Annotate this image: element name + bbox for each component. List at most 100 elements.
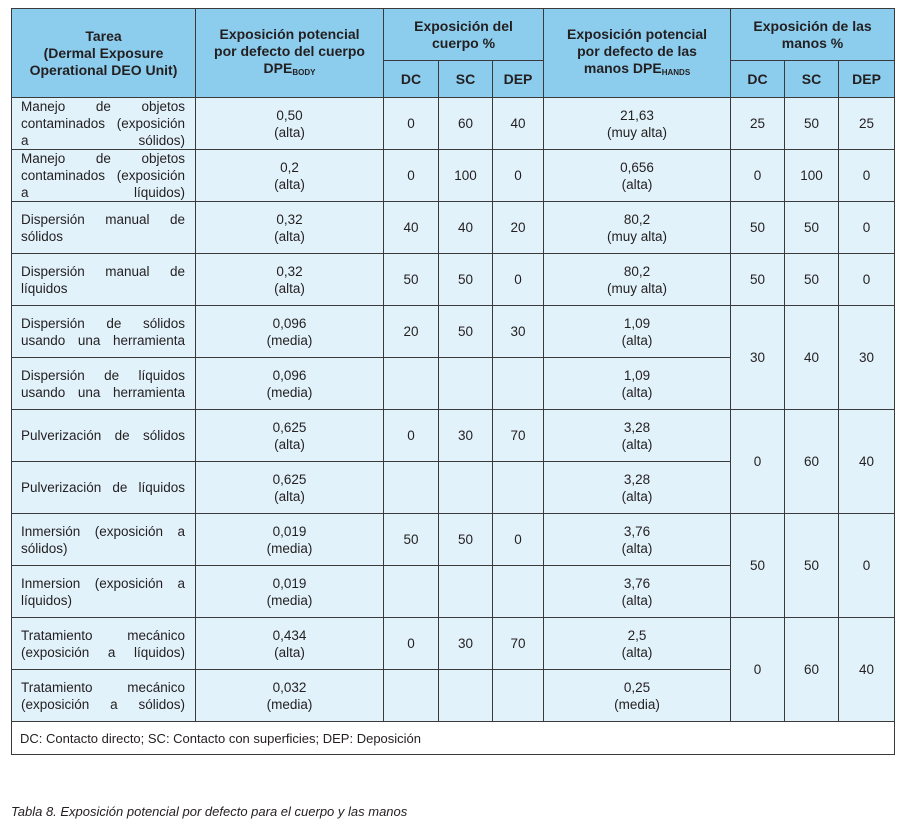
dpe-body-cell-level: (alta) [274, 488, 305, 504]
hands-dc-cell: 0 [730, 617, 786, 722]
dpe-body-cell-value: 0,096 [272, 315, 307, 331]
dpe-body-cell: 0,50 (alta) [195, 97, 384, 150]
dpe-hands-cell-value: 21,63 [620, 107, 654, 123]
table-row: Dispersión de sólidos usando una herrami… [11, 305, 896, 410]
header-body-dep: DEP [491, 60, 545, 98]
dpe-hands-cell-value: 80,2 [623, 263, 651, 279]
hands-dep-cell: 25 [838, 97, 896, 150]
task-cell: Tratamiento mecánico (exposición a sólid… [11, 669, 196, 722]
task-cell: Pulverización de líquidos [11, 461, 196, 514]
body-sc-cell: 50 [438, 513, 493, 566]
dpe-hands-cell: 1,09 (alta) [543, 305, 732, 358]
header-body-dc: DC [383, 60, 439, 98]
dpe-body-cell-value: 0,096 [272, 367, 307, 383]
task-cell: Manejo de objetos contaminados (exposici… [11, 97, 196, 150]
header-dpe-body: Exposición potencial por defecto del cuer… [195, 8, 384, 98]
body-dep-cell [491, 357, 545, 410]
table-row: Manejo de objetos contaminados (exposici… [11, 97, 896, 150]
dpe-hands-cell-level: (alta) [621, 384, 653, 400]
hands-dc-cell: 30 [730, 305, 786, 410]
dpe-hands-cell: 3,28 (alta) [543, 461, 732, 514]
task-cell: Dispersión manual de sólidos [11, 201, 196, 254]
dpe-body-cell: 0,2 (alta) [195, 149, 384, 202]
body-sc-cell: 30 [438, 617, 493, 670]
dpe-hands-cell-value: 2,5 [627, 627, 647, 643]
hands-dep-cell: 40 [838, 409, 896, 514]
table-row: Dispersión de líquidos usando una herram… [11, 357, 895, 410]
body-dc-cell: 50 [383, 513, 439, 566]
body-dc-cell [383, 565, 439, 618]
dpe-body-cell-value: 0,32 [276, 263, 303, 279]
dpe-hands-cell: 80,2 (muy alta) [543, 201, 732, 254]
dpe-hands-cell-value: 3,76 [623, 523, 651, 539]
body-sc-cell [438, 461, 493, 514]
body-sc-cell: 50 [438, 305, 493, 358]
dpe-body-cell: 0,625 (alta) [195, 461, 384, 514]
dpe-body-cell-level: (media) [266, 540, 313, 556]
dpe-hands-cell: 0,25 (media) [543, 669, 732, 722]
body-dc-cell: 50 [383, 253, 439, 306]
header-body-sc: SC [438, 60, 493, 98]
hands-dep-cell: 30 [838, 305, 896, 410]
hands-dep-cell: 0 [838, 513, 896, 618]
table-row: Pulverización de sólidos 0,625 (alta) 0 30 70… [11, 409, 896, 514]
dpe-body-cell-level: (alta) [274, 644, 305, 660]
body-dc-cell: 0 [383, 97, 439, 150]
body-dc-cell: 0 [383, 409, 439, 462]
dpe-body-cell-level: (alta) [274, 436, 305, 452]
table-row: Inmersión (exposición a sólidos) 0,019 (me… [11, 513, 896, 618]
table-row: Tratamiento mecánico (exposición a sólid… [11, 669, 895, 722]
dpe-body-cell-level: (media) [266, 592, 313, 608]
dpe-hands-cell-level: (alta) [621, 176, 653, 192]
body-sc-cell: 100 [438, 149, 493, 202]
dpe-body-cell-value: 0,625 [272, 471, 307, 487]
dpe-body-cell-level: (media) [266, 332, 313, 348]
dpe-hands-cell-value: 1,09 [623, 315, 651, 331]
dpe-body-cell-level: (alta) [274, 176, 305, 192]
body-dep-cell: 40 [491, 97, 545, 150]
hands-sc-cell: 100 [784, 149, 840, 202]
header-dpe-hands: Exposición potencial por defecto de las ma… [543, 8, 732, 98]
hands-sc-cell: 50 [784, 513, 840, 618]
body-dc-cell [383, 669, 439, 722]
hands-dc-cell: 0 [730, 409, 786, 514]
dpe-hands-cell-value: 0,656 [620, 159, 654, 175]
task-cell: Tratamiento mecánico (exposición a líqui… [11, 617, 196, 670]
dpe-hands-cell: 80,2 (muy alta) [543, 253, 732, 306]
hands-dc-cell: 50 [730, 253, 786, 306]
body-dep-cell: 0 [491, 253, 545, 306]
hands-sc-cell: 40 [784, 305, 840, 410]
task-cell: Manejo de objetos contaminados (exposici… [11, 149, 196, 202]
table-row: Pulverización de líquidos 0,625 (alta) 3,28… [11, 461, 895, 514]
dpe-hands-cell-level: (muy alta) [607, 228, 668, 244]
hands-dep-cell: 0 [838, 149, 896, 202]
hands-dc-cell: 25 [730, 97, 786, 150]
header-hands-sc: SC [784, 60, 840, 98]
body-dc-cell [383, 357, 439, 410]
body-dc-cell: 0 [383, 617, 439, 670]
hands-dc-cell: 50 [730, 513, 786, 618]
footnote: DC: Contacto directo; SC: Contacto con s… [10, 721, 896, 755]
dpe-body-cell-level: (alta) [274, 124, 305, 140]
table-row: Inmersion (exposición a líquidos) 0,019 (m… [11, 565, 895, 618]
hands-dep-cell: 0 [838, 201, 896, 254]
body-dep-cell [491, 669, 545, 722]
body-dep-cell: 0 [491, 149, 545, 202]
table-row: Manejo de objetos contaminados (exposici… [11, 149, 896, 202]
dpe-body-cell: 0,434 (alta) [195, 617, 384, 670]
body-dep-cell [491, 461, 545, 514]
hands-dc-cell: 50 [730, 201, 786, 254]
body-dc-cell: 20 [383, 305, 439, 358]
task-cell: Pulverización de sólidos [11, 409, 196, 462]
dpe-body-cell: 0,019 (media) [195, 513, 384, 566]
dpe-hands-cell: 2,5 (alta) [543, 617, 732, 670]
hands-sc-cell: 50 [784, 201, 840, 254]
dpe-hands-cell-value: 1,09 [623, 367, 651, 383]
dpe-hands-cell: 3,76 (alta) [543, 513, 732, 566]
body-dep-cell: 20 [491, 201, 545, 254]
dpe-body-cell-value: 0,50 [276, 107, 303, 123]
dpe-body-cell: 0,32 (alta) [195, 253, 384, 306]
dpe-hands-cell: 3,28 (alta) [543, 409, 732, 462]
table-row: Tratamiento mecánico (exposición a líqui… [11, 617, 896, 722]
body-dc-cell: 0 [383, 149, 439, 202]
